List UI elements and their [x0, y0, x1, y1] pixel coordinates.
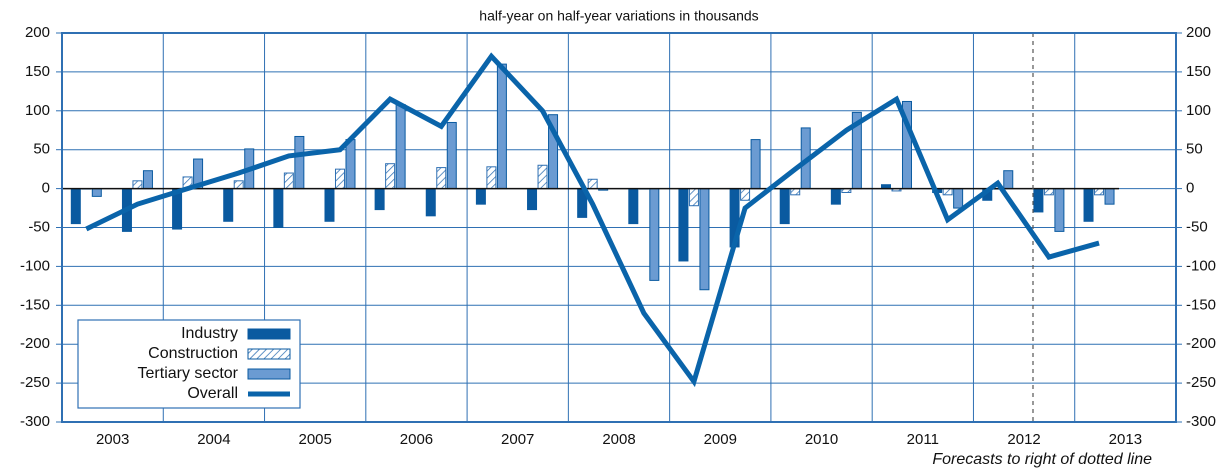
bar: [273, 188, 284, 229]
annotation: Forecasts to right of dotted line: [932, 451, 1152, 468]
bar: [628, 188, 639, 225]
y-tick-label: -100: [20, 257, 50, 274]
legend-label: Tertiary sector: [138, 365, 239, 382]
y2-tick-label: -100: [1186, 257, 1216, 274]
bar: [475, 188, 486, 205]
bar: [1054, 188, 1065, 232]
bar: [699, 188, 710, 291]
y-tick-label: -200: [20, 335, 50, 352]
plot-frame: [61, 32, 1177, 423]
bar: [91, 188, 102, 197]
x-tick-label: 2004: [197, 431, 230, 448]
y-tick-label: -250: [20, 374, 50, 391]
bar: [345, 139, 356, 190]
bar: [649, 188, 660, 281]
bar: [1043, 188, 1054, 196]
bar: [527, 188, 538, 211]
y2-tick-label: -50: [1186, 218, 1208, 235]
bar: [496, 63, 507, 190]
legend-swatch: [247, 328, 291, 340]
y-tick-label: 50: [33, 141, 50, 158]
x-tick-label: 2013: [1109, 431, 1142, 448]
bar: [385, 163, 396, 190]
chart-title: half-year on half-year variations in tho…: [479, 8, 758, 24]
bar: [953, 188, 964, 209]
y-tick-label: -150: [20, 296, 50, 313]
legend-swatch: [247, 368, 291, 380]
bar: [486, 166, 497, 190]
bar: [688, 188, 699, 207]
bar: [678, 188, 689, 262]
x-tick-label: 2005: [298, 431, 331, 448]
bar: [942, 188, 953, 196]
bar: [1104, 188, 1115, 205]
x-tick-label: 2007: [501, 431, 534, 448]
y-tick-label: -50: [28, 218, 50, 235]
line: [85, 52, 1100, 388]
x-tick-label: 2010: [805, 431, 838, 448]
bar: [425, 188, 436, 217]
y-tick-label: 100: [25, 102, 50, 119]
y2-tick-label: 150: [1186, 63, 1211, 80]
y-tick-label: 0: [42, 180, 50, 197]
y2-tick-label: -300: [1186, 413, 1216, 430]
bar: [436, 167, 447, 190]
bar: [294, 135, 305, 190]
bar: [790, 188, 801, 196]
y-tick-label: -300: [20, 413, 50, 430]
x-tick-label: 2009: [704, 431, 737, 448]
bar: [223, 188, 234, 222]
bar: [395, 104, 406, 190]
bar: [779, 188, 790, 225]
bar: [334, 168, 345, 190]
y2-tick-label: 0: [1186, 180, 1194, 197]
bar: [1033, 188, 1044, 213]
y2-tick-label: -200: [1186, 335, 1216, 352]
y2-tick-label: 100: [1186, 102, 1211, 119]
bar: [446, 121, 457, 190]
bar: [70, 188, 81, 225]
bar: [740, 188, 751, 201]
legend-label: Construction: [148, 345, 238, 362]
x-tick-label: 2006: [400, 431, 433, 448]
x-tick-label: 2011: [907, 431, 939, 448]
y2-tick-label: -150: [1186, 296, 1216, 313]
bar: [324, 188, 335, 222]
bar: [537, 164, 548, 190]
y-tick-label: 150: [25, 63, 50, 80]
bar: [1083, 188, 1094, 222]
legend-swatch: [247, 348, 291, 360]
y2-tick-label: -250: [1186, 374, 1216, 391]
x-tick-label: 2008: [602, 431, 635, 448]
y-tick-label: 200: [25, 24, 50, 41]
y2-tick-label: 50: [1186, 141, 1203, 158]
bar: [132, 180, 143, 190]
bar: [1094, 188, 1105, 196]
bar: [142, 170, 153, 190]
y2-tick-label: 200: [1186, 24, 1211, 41]
x-tick-label: 2003: [96, 431, 129, 448]
bar: [1003, 170, 1014, 190]
legend-label: Overall: [187, 385, 238, 402]
bar: [233, 180, 244, 190]
bar: [374, 188, 385, 211]
x-tick-label: 2012: [1007, 431, 1040, 448]
bar: [750, 139, 761, 190]
bar: [830, 188, 841, 205]
bar: [587, 178, 598, 190]
bar: [283, 172, 294, 190]
legend-label: Industry: [181, 325, 238, 342]
